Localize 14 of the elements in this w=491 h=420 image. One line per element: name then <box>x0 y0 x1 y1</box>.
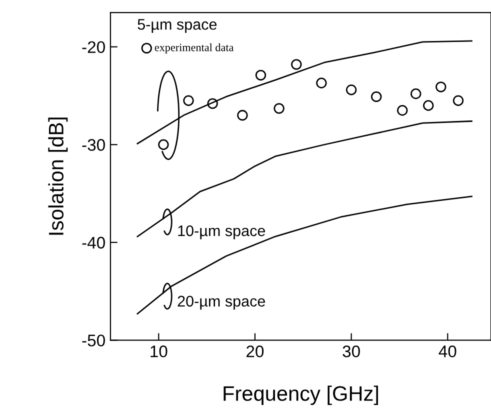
annotation: 5-µm space <box>138 19 217 33</box>
x-tick-label: 20 <box>246 346 264 358</box>
x-tick-label: 10 <box>150 346 168 358</box>
y-tick-label: -50 <box>82 334 105 346</box>
legend-label: experimental data <box>154 43 234 54</box>
x-tick-label: 40 <box>438 346 456 358</box>
annotation: 10-µm space <box>178 225 266 240</box>
annotation: 20-µm space <box>178 296 266 310</box>
y-tick-label: -30 <box>82 139 105 151</box>
y-axis-title: Isolation [dB] <box>48 118 68 235</box>
y-tick-label: -20 <box>82 41 105 54</box>
y-tick-label: -40 <box>82 236 105 249</box>
x-tick-label: 30 <box>342 346 360 358</box>
x-axis-title: Frequency [GHz] <box>224 386 378 406</box>
